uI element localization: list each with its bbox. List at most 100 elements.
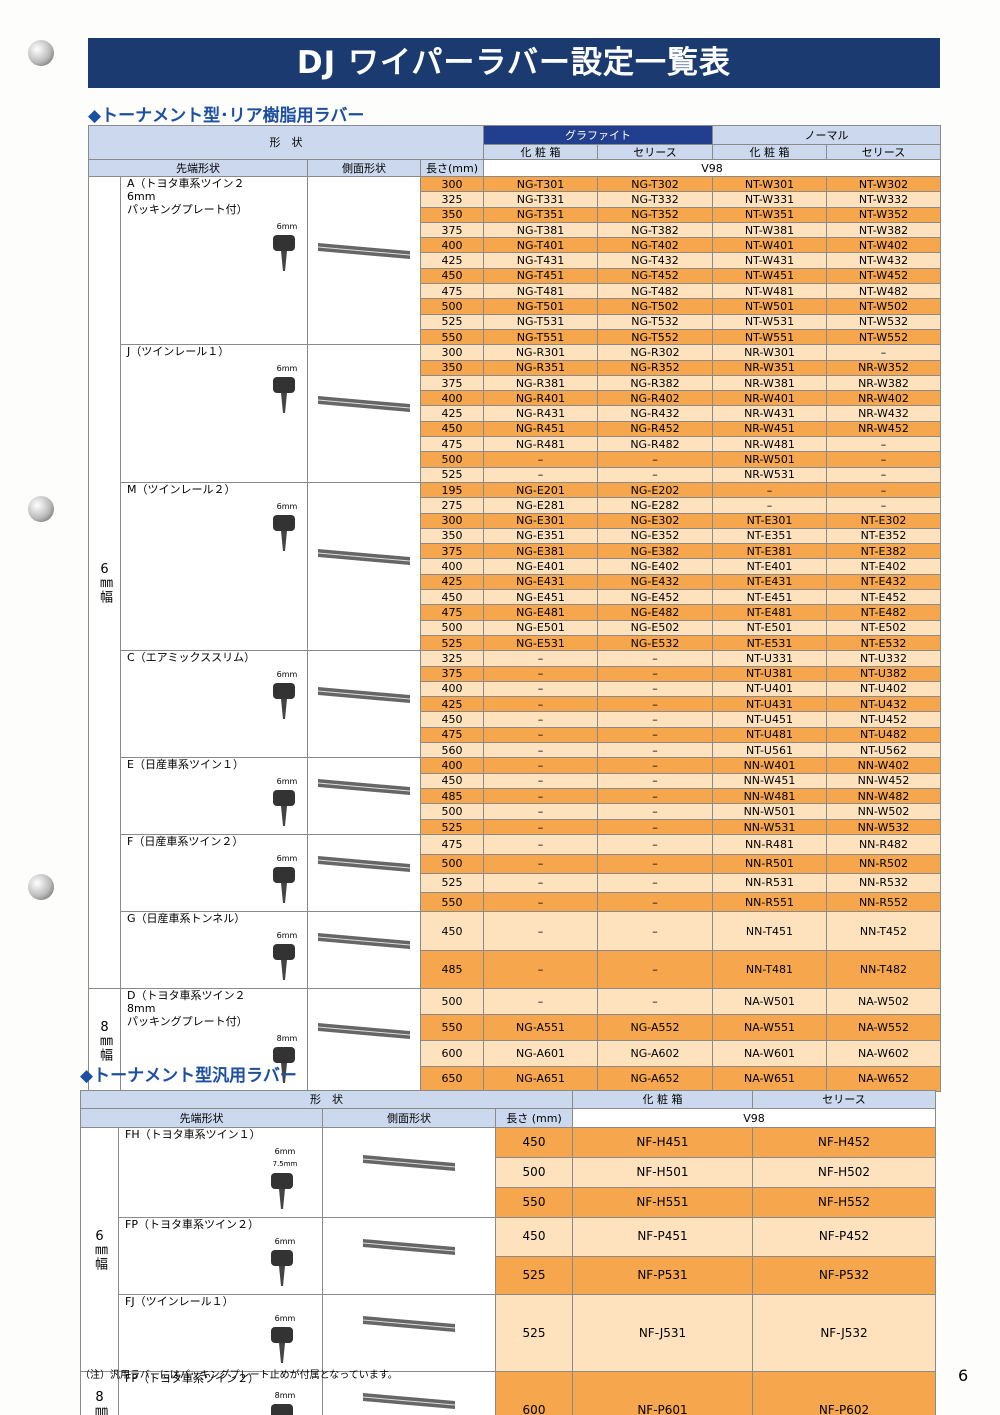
length: 375	[420, 221, 484, 239]
part-number: NT-W481	[712, 283, 827, 300]
part-number: –	[483, 834, 598, 855]
profile-drawing	[271, 1327, 293, 1363]
profile-head	[271, 1404, 293, 1415]
tip-shape: M（ツインレール２） 6mm	[120, 481, 308, 652]
part-number: NT-W482	[826, 283, 941, 300]
part-number: NR-W351	[712, 359, 827, 376]
part-number: NG-A652	[597, 1065, 713, 1093]
part-number: NT-E352	[826, 527, 941, 545]
binder-hole	[28, 40, 54, 66]
length: 560	[420, 741, 484, 759]
row: 6㎜幅 FH（トヨタ車系ツイン１） 6mm 7.5mm 450 NF-H451 NF-H45…	[80, 1127, 936, 1372]
profile-icon: 6mm	[261, 852, 301, 911]
profile-icon: 6mm 7.5mm	[259, 1145, 299, 1217]
part-number: NG-E531	[483, 634, 598, 652]
part-number: NG-T352	[597, 206, 713, 223]
table-body: 6㎜幅 A（トヨタ車系ツイン２ 6mm パッキングプレート付） 6mm 300 NG-T30…	[88, 175, 941, 1093]
part-number: –	[597, 892, 713, 913]
length: 485	[420, 949, 484, 990]
part-number: NN-W451	[712, 772, 827, 790]
header-cell: ノーマル	[712, 125, 941, 145]
width-label: 6㎜幅	[88, 175, 121, 990]
part-number: NN-T451	[712, 911, 827, 951]
row: 500 NF-H501 NF-H502	[81, 1157, 936, 1188]
part-number: NT-E301	[712, 512, 827, 529]
row: 425 NG-R431 NG-R432 NR-W431 NR-W432	[89, 405, 941, 422]
part-number: –	[826, 451, 941, 468]
part-number: NT-U382	[826, 665, 941, 682]
row: J（ツインレール１） 6mm 300 NG-R301 NG-R302 NR-W301–	[89, 344, 941, 483]
part-number: NA-W501	[712, 988, 827, 1016]
row: 450– – NT-U451 NT-U452	[89, 711, 941, 728]
length: 500	[420, 298, 484, 315]
length: 400	[420, 757, 484, 774]
part-number: NA-W552	[826, 1014, 941, 1041]
header-row: 化 粧 箱セリース化 粧 箱セリース	[89, 144, 941, 160]
profile-lip	[279, 1266, 285, 1286]
length: 525	[420, 466, 484, 483]
part-number: –	[483, 988, 598, 1016]
part-number: NN-W452	[826, 772, 941, 790]
row: 475 NG-E481 NG-E482 NT-E481 NT-E482	[89, 604, 941, 621]
size-label: 6mm	[274, 1314, 296, 1323]
part-number: NT-E302	[826, 512, 941, 529]
side-drawing	[362, 1392, 456, 1409]
size-label: 7.5mm	[272, 1160, 298, 1168]
length: 550	[420, 892, 484, 913]
tip-label: C（エアミックススリム）	[127, 651, 256, 665]
part-number: NR-W452	[826, 420, 941, 438]
part-number: NG-R431	[483, 405, 598, 422]
length: 500	[420, 803, 484, 820]
row: 350 NG-T351 NG-T352 NT-W351 NT-W352	[89, 206, 941, 223]
part-number: –	[597, 772, 713, 790]
part-number: NN-W481	[712, 788, 827, 805]
part-number: NT-U452	[826, 711, 941, 728]
part-number: NG-R482	[597, 436, 713, 453]
length: 400	[420, 237, 484, 254]
part-number: NT-W551	[712, 328, 827, 346]
length: 300	[420, 175, 484, 193]
part-number: NG-E201	[483, 481, 598, 499]
part-number: NR-W402	[826, 390, 941, 407]
profile-lip	[281, 699, 287, 720]
part-number: NG-E501	[483, 619, 598, 636]
profile-lip	[281, 1063, 287, 1084]
part-number: NF-P452	[752, 1217, 936, 1257]
length: 425	[420, 252, 484, 269]
length: 525	[420, 818, 484, 836]
header-cell: 先端形状	[80, 1108, 323, 1128]
row: 400– – NT-U401 NT-U402	[89, 680, 941, 698]
part-number: NG-E431	[483, 573, 598, 591]
table-head: 形 状化 粧 箱セリース 先端形状 側面形状 長さ (mm) V98	[80, 1090, 936, 1128]
tip-label: FH（トヨタ車系ツイン１）	[125, 1128, 261, 1142]
part-number: –	[597, 818, 713, 836]
tip-label: E（日産車系ツイン１）	[127, 758, 244, 772]
part-number: NN-R502	[826, 853, 941, 874]
part-number: NT-W381	[712, 221, 827, 239]
header-cell: 形 状	[88, 125, 484, 160]
part-number: –	[597, 788, 713, 805]
row: 500 NG-T501 NG-T502 NT-W501 NT-W502	[89, 298, 941, 315]
profile-lip	[281, 883, 287, 904]
part-number: –	[483, 680, 598, 698]
part-number: NF-H552	[752, 1187, 936, 1218]
part-number: NN-W532	[826, 818, 941, 836]
header-cell: 長さ(mm)	[420, 159, 484, 177]
part-number: –	[597, 451, 713, 468]
part-number: NT-E351	[712, 527, 827, 545]
row: 8㎜幅 D（トヨタ車系ツイン２ 8mm パッキングプレート付） 8mm 500– – NA-W…	[88, 988, 941, 1093]
length: 450	[420, 420, 484, 438]
part-number: NN-R481	[712, 834, 827, 855]
row: 325 NG-T331 NG-T332 NT-W331 NT-W332	[89, 191, 941, 208]
header-cell: セリース	[752, 1090, 936, 1109]
length: 450	[420, 589, 484, 606]
row: 450 NG-E451 NG-E452 NT-E451 NT-E452	[89, 589, 941, 606]
side-drawing	[317, 1022, 411, 1039]
part-number: –	[597, 834, 713, 855]
profile-head	[273, 790, 295, 807]
part-number: –	[597, 726, 713, 743]
part-number: –	[483, 788, 598, 805]
length: 450	[495, 1217, 573, 1257]
part-number: NG-T551	[483, 328, 598, 346]
size-label: 6mm	[276, 777, 298, 787]
